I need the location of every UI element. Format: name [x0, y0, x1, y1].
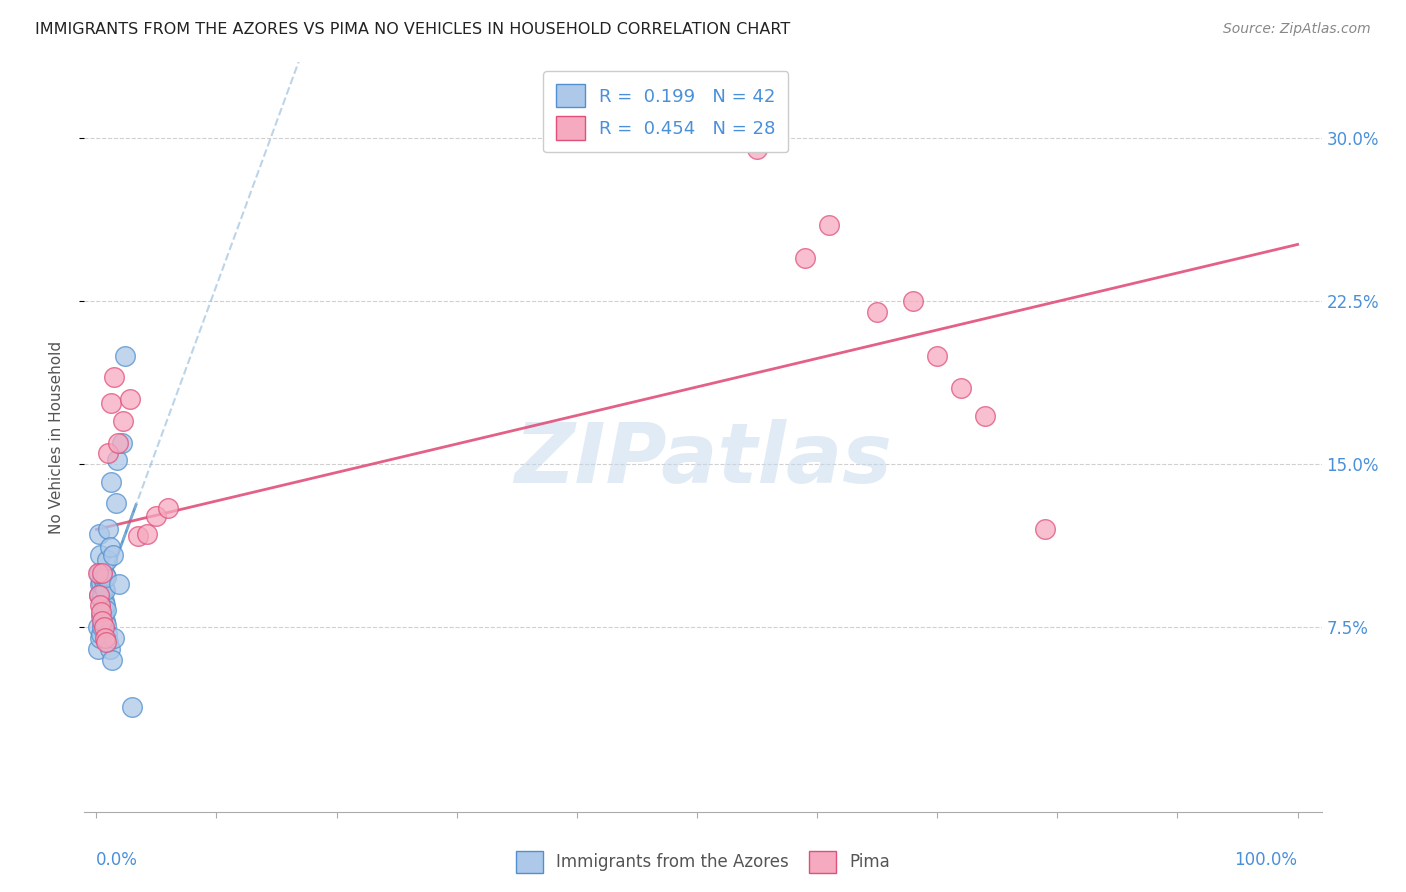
Point	[91, 620, 114, 634]
Point	[114, 349, 136, 363]
Point	[87, 588, 110, 602]
Point	[90, 574, 112, 589]
Point	[87, 566, 110, 580]
Point	[818, 219, 841, 233]
Point	[94, 631, 117, 645]
Point	[104, 496, 127, 510]
Point	[89, 631, 111, 645]
Point	[110, 435, 132, 450]
Point	[96, 553, 118, 567]
Point	[89, 599, 111, 613]
Point	[93, 594, 115, 608]
Point	[107, 435, 129, 450]
Point	[145, 509, 167, 524]
Point	[87, 526, 110, 541]
Point	[94, 583, 117, 598]
Point	[98, 540, 121, 554]
Y-axis label: No Vehicles in Household: No Vehicles in Household	[49, 341, 63, 533]
Point	[96, 626, 118, 640]
Point	[121, 700, 143, 714]
Point	[794, 251, 817, 265]
Point	[974, 409, 997, 424]
Point	[105, 453, 128, 467]
Point	[111, 414, 134, 428]
Point	[97, 635, 120, 649]
Point	[91, 566, 114, 580]
Point	[103, 549, 125, 563]
Legend: R =  0.199   N = 42, R =  0.454   N = 28: R = 0.199 N = 42, R = 0.454 N = 28	[543, 71, 789, 153]
Point	[86, 566, 108, 580]
Point	[87, 588, 110, 602]
Point	[108, 576, 131, 591]
Text: IMMIGRANTS FROM THE AZORES VS PIMA NO VEHICLES IN HOUSEHOLD CORRELATION CHART: IMMIGRANTS FROM THE AZORES VS PIMA NO VE…	[35, 22, 790, 37]
Point	[103, 631, 125, 645]
Point	[86, 641, 108, 656]
Point	[950, 381, 973, 395]
Point	[103, 370, 125, 384]
Point	[90, 605, 112, 619]
Point	[91, 614, 114, 628]
Point	[93, 581, 115, 595]
Point	[97, 522, 120, 536]
Point	[745, 142, 768, 156]
Point	[903, 294, 925, 309]
Point	[100, 396, 122, 410]
Point	[90, 609, 112, 624]
Text: 0.0%: 0.0%	[97, 851, 138, 869]
Point	[157, 500, 180, 515]
Point	[94, 570, 117, 584]
Point	[94, 618, 117, 632]
Point	[91, 588, 114, 602]
Point	[93, 620, 115, 634]
Point	[90, 626, 112, 640]
Point	[86, 620, 108, 634]
Text: 100.0%: 100.0%	[1234, 851, 1298, 869]
Point	[94, 614, 117, 628]
Point	[97, 446, 120, 460]
Point	[135, 526, 157, 541]
Point	[89, 549, 111, 563]
Text: ZIPatlas: ZIPatlas	[515, 419, 891, 500]
Point	[89, 576, 111, 591]
Point	[94, 599, 117, 613]
Point	[118, 392, 141, 406]
Point	[127, 529, 149, 543]
Point	[98, 641, 121, 656]
Point	[94, 568, 117, 582]
Point	[1033, 522, 1056, 536]
Point	[90, 591, 112, 606]
Point	[866, 305, 889, 319]
Point	[94, 603, 117, 617]
Point	[927, 349, 949, 363]
Text: Source: ZipAtlas.com: Source: ZipAtlas.com	[1223, 22, 1371, 37]
Legend: Immigrants from the Azores, Pima: Immigrants from the Azores, Pima	[509, 845, 897, 880]
Point	[91, 603, 114, 617]
Point	[100, 475, 122, 489]
Point	[94, 635, 117, 649]
Point	[101, 653, 124, 667]
Point	[91, 570, 114, 584]
Point	[93, 605, 115, 619]
